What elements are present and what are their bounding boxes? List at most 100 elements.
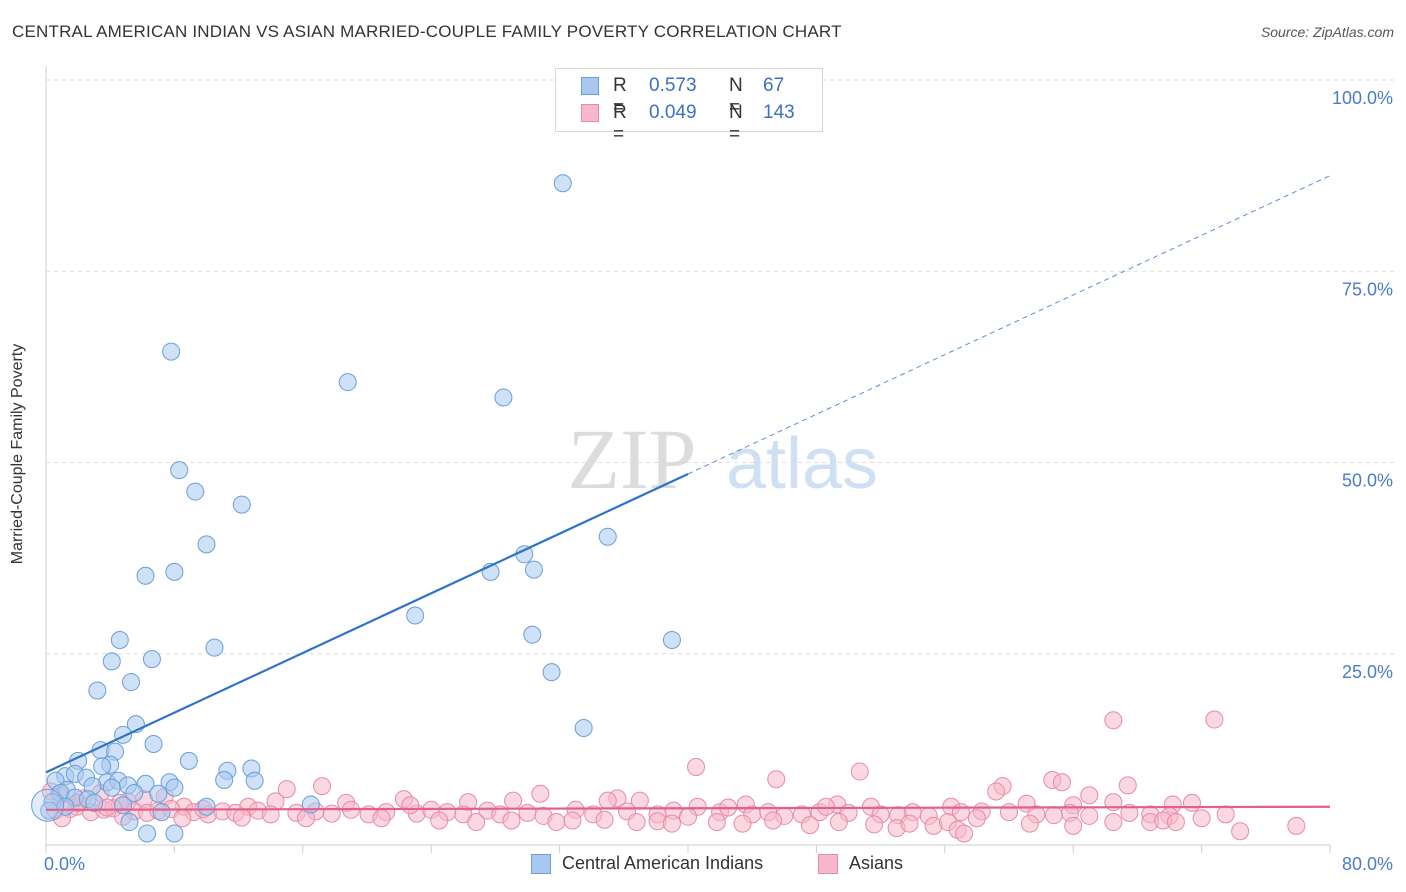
legend-r-value: 0.049 [649,102,697,123]
asians-point [372,809,391,828]
asians-point [1052,773,1071,792]
legend-r-label: R = [613,102,627,145]
asians-points [41,710,1306,843]
asians-point [595,810,614,829]
central-american-indians-point [165,778,184,797]
bottom-legend-swatch-pink [818,854,838,874]
asians-point [627,813,646,832]
axes [45,66,1331,853]
central-american-indians-point [523,625,542,644]
asians-point [850,762,869,781]
central-american-indians-point-large [31,788,65,822]
asians-point [967,809,986,828]
bottom-legend-swatch-blue [531,854,551,874]
asians-point [1216,805,1235,824]
asians-point [1166,813,1185,832]
asians-point [598,791,617,810]
central-american-indians-point [120,813,139,832]
asians-point [531,784,550,803]
central-american-indians-point [114,796,133,815]
legend-r-label: R = [613,75,627,118]
central-american-indians-point [165,824,184,843]
central-american-indians-point [102,652,121,671]
asians-point [563,811,582,830]
asians-point [764,811,783,830]
asians-point [1080,786,1099,805]
asians-point [502,811,521,830]
asians-point [401,796,420,815]
legend-swatch-pink [581,104,599,122]
central-american-indians-trend-extension [687,175,1331,475]
legend-n-value: 143 [763,102,795,123]
legend-r-value: 0.573 [649,75,697,96]
central-american-indians-point [301,795,320,814]
central-american-indians-point [88,681,107,700]
asians-point [662,814,681,833]
central-american-indians-point [197,797,216,816]
asians-point [322,804,341,823]
central-american-indians-point [144,735,163,754]
central-american-indians-point [232,495,251,514]
central-american-indians-point [152,803,171,822]
central-american-indians-point [215,770,234,789]
central-american-indians-point [138,824,157,843]
y-tick-label: 50.0% [1342,471,1393,491]
central-american-indians-point [170,461,189,480]
central-american-indians-point [136,566,155,585]
central-american-indians-point [197,535,216,554]
asians-point [1000,803,1018,822]
bottom-legend-label: Asians [849,853,904,873]
central-american-indians-point [542,663,561,682]
asians-point [467,813,486,832]
central-american-indians-point [553,174,572,193]
gridlines [46,79,1394,655]
central-american-indians-point [245,771,264,790]
central-american-indians-point [102,778,121,797]
tick-labels: 25.0% 50.0% 75.0% 100.0% 0.0% 80.0% [44,88,1393,874]
asians-point [767,770,786,789]
asians-point [1192,809,1211,828]
asians-point [687,757,706,776]
asians-point [1118,776,1137,795]
correlation-legend: R = 0.573 N = 67 R = 0.049 N = 143 [555,68,823,145]
asians-point [313,777,332,796]
asians-point [987,782,1006,801]
asians-point [277,780,296,799]
central-american-indians-trend-line [45,472,689,774]
central-american-indians-point [179,751,198,770]
asians-point [1205,710,1224,729]
asians-point [1044,806,1063,825]
asians-point [829,813,848,832]
y-tick-label: 75.0% [1342,279,1393,299]
asians-point [504,791,523,810]
legend-swatch-blue [581,77,599,95]
central-american-indians-point [149,784,168,803]
legend-n-label: N = [729,102,743,145]
x-tick-label: 80.0% [1342,854,1393,874]
legend-n-value: 67 [763,75,785,96]
central-american-indians-point [338,373,357,392]
asians-point [679,807,697,826]
watermark-zip: ZIP [568,411,697,507]
central-american-indians-point [122,673,141,692]
central-american-indians-point [162,342,181,361]
asians-point [430,811,449,830]
central-american-indians-point [205,638,224,657]
asians-point [1080,806,1099,825]
asians-point [232,808,251,827]
y-tick-label: 25.0% [1342,662,1393,682]
trend-lines [45,175,1331,811]
x-tick-label: 0.0% [44,854,85,874]
asians-point [733,814,752,833]
asians-point [1064,816,1083,835]
central-american-indians-point [186,482,205,501]
central-american-indians-point [662,630,681,649]
asians-point [707,813,726,832]
y-tick-label: 100.0% [1332,88,1393,108]
central-american-indians-point [142,650,161,669]
asians-point [1120,803,1139,822]
central-american-indians-point [110,630,129,649]
asians-point [1104,711,1123,730]
asians-point [1020,814,1039,833]
